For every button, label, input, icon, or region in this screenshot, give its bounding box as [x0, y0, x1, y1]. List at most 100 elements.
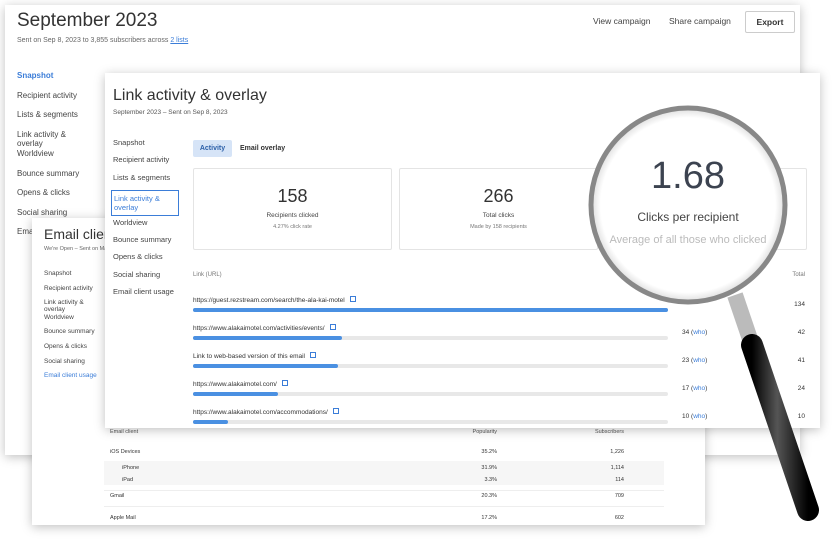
- table-cell: 3.3%: [484, 477, 497, 483]
- external-icon[interactable]: [281, 380, 288, 386]
- paren: (: [689, 413, 694, 420]
- table-cell: 20.3%: [481, 493, 497, 499]
- view-campaign[interactable]: View campaign: [593, 16, 651, 26]
- paren: (: [689, 329, 694, 336]
- who-link[interactable]: who: [693, 357, 706, 364]
- stat-note: 4.27% click rate: [273, 224, 312, 230]
- table-cell: 1,114: [610, 465, 624, 471]
- lists-link[interactable]: 2 lists: [170, 37, 189, 44]
- unique-count: 10 (who): [682, 413, 708, 420]
- nav-item[interactable]: Social sharing: [17, 207, 68, 217]
- paren: ): [705, 413, 708, 420]
- table-cell: 35.2%: [481, 449, 497, 455]
- paren: (: [689, 385, 694, 392]
- total: 134: [794, 301, 805, 308]
- nav-item[interactable]: Link activity & overlay: [44, 299, 84, 314]
- nav-item[interactable]: Snapshot: [113, 138, 145, 147]
- export-button[interactable]: Export: [745, 11, 795, 33]
- handle: [727, 292, 819, 521]
- table-cell: iOS Devices: [110, 449, 141, 455]
- bar-track: [193, 392, 668, 396]
- table-cell: 602: [614, 515, 624, 521]
- nav-item[interactable]: Worldview: [113, 217, 148, 227]
- link-url[interactable]: https://www.alakaimotel.com/activities/e…: [193, 324, 336, 332]
- row-divider: [104, 490, 664, 491]
- who-link[interactable]: who: [693, 413, 706, 420]
- link-url[interactable]: https://www.alakaimotel.com/accommodatio…: [193, 408, 339, 416]
- stat-label: Total clicks: [482, 212, 515, 219]
- external-icon[interactable]: [349, 296, 356, 302]
- lens-note: Average of all those who clicked: [610, 234, 767, 246]
- tab-activity[interactable]: Activity: [193, 140, 232, 157]
- external-icon[interactable]: [329, 324, 336, 330]
- who-link[interactable]: who: [693, 329, 706, 336]
- nav-item[interactable]: Social sharing: [113, 269, 161, 279]
- lens-value: 1.68: [651, 155, 725, 197]
- nav-item[interactable]: Bounce summary: [17, 168, 80, 178]
- table-cell: Apple Mail: [110, 515, 136, 521]
- nav-item[interactable]: Recipient activity: [113, 155, 170, 165]
- nav-item[interactable]: Bounce summary: [44, 328, 95, 336]
- table-cell: iPad: [122, 477, 134, 483]
- stat-value: 266: [483, 186, 514, 206]
- paren: ): [705, 357, 708, 364]
- total: 41: [797, 357, 805, 364]
- stat-note: Made by 158 recipients: [470, 224, 527, 230]
- nav-item[interactable]: Link activity & overlay: [111, 190, 179, 217]
- external-icon[interactable]: [310, 352, 317, 358]
- nav-item[interactable]: Snapshot: [17, 71, 54, 80]
- table-header: Total: [792, 272, 805, 278]
- share-campaign[interactable]: Share campaign: [669, 16, 731, 26]
- table-header: Email client: [110, 429, 139, 435]
- table-header: Subscribers: [594, 429, 624, 435]
- bar: [193, 392, 279, 396]
- nav-item[interactable]: Social sharing: [44, 357, 85, 365]
- table-header: Popularity: [472, 429, 497, 435]
- link-url[interactable]: https://guest.rezstream.com/search/the-a…: [193, 296, 356, 304]
- table-cell: 17.2%: [481, 515, 497, 521]
- lens-label: Clicks per recipient: [637, 210, 739, 224]
- bar: [193, 308, 668, 312]
- nav-item[interactable]: Worldview: [17, 149, 54, 158]
- table-cell: 114: [615, 477, 624, 483]
- subtitle: September 2023 – Sent on Sep 8, 2023: [113, 109, 228, 116]
- nav-item[interactable]: Lists & segments: [113, 172, 171, 182]
- unique-count: 17 (who): [682, 385, 708, 392]
- subtitle: We're Open – Sent on Ma: [44, 246, 108, 252]
- nav-item[interactable]: Lists & segments: [17, 110, 78, 119]
- nav-item[interactable]: Email client usage: [44, 372, 97, 380]
- link-url[interactable]: https://www.alakaimotel.com/: [193, 380, 288, 388]
- tab-email-overlay[interactable]: Email overlay: [240, 145, 286, 152]
- nav-item[interactable]: Recipient activity: [17, 90, 78, 100]
- bar: [193, 420, 229, 424]
- table-header: Link (URL): [193, 272, 222, 278]
- nav-item[interactable]: Bounce summary: [113, 235, 172, 244]
- bar-track: [193, 336, 668, 340]
- nav-item[interactable]: Opens & clicks: [113, 252, 163, 262]
- table-cell: 31.9%: [481, 465, 497, 471]
- nav-item[interactable]: Snapshot: [44, 270, 72, 277]
- table-cell: iPhone: [122, 465, 140, 471]
- lens: [588, 105, 788, 305]
- link-url[interactable]: Link to web-based version of this email: [193, 352, 317, 360]
- bar-track: [193, 420, 668, 424]
- nav-item[interactable]: Email client usage: [113, 287, 174, 297]
- unique-count: 34 (who): [682, 329, 708, 336]
- table-cell: Gmail: [110, 493, 125, 499]
- subtitle-text: Sent on Sep 8, 2023 to 3,855 subscribers…: [17, 37, 169, 44]
- unique-count: 23 (who): [682, 357, 708, 364]
- nav-item[interactable]: Worldview: [44, 313, 74, 321]
- nav-item[interactable]: Recipient activity: [44, 284, 93, 292]
- nav-item[interactable]: Opens & clicks: [17, 188, 70, 197]
- bar-track: [193, 364, 668, 368]
- stat-card: 158 Recipients clicked 4.27% click rate: [193, 168, 392, 250]
- title: September 2023: [17, 10, 158, 31]
- row-bg: [104, 461, 664, 473]
- total: 10: [797, 413, 805, 420]
- nav-item[interactable]: Opens & clicks: [44, 343, 87, 350]
- external-icon[interactable]: [332, 408, 339, 414]
- table-cell: 709: [614, 493, 624, 499]
- nav-item[interactable]: Link activity & overlay: [17, 129, 66, 148]
- who-link[interactable]: who: [693, 385, 706, 392]
